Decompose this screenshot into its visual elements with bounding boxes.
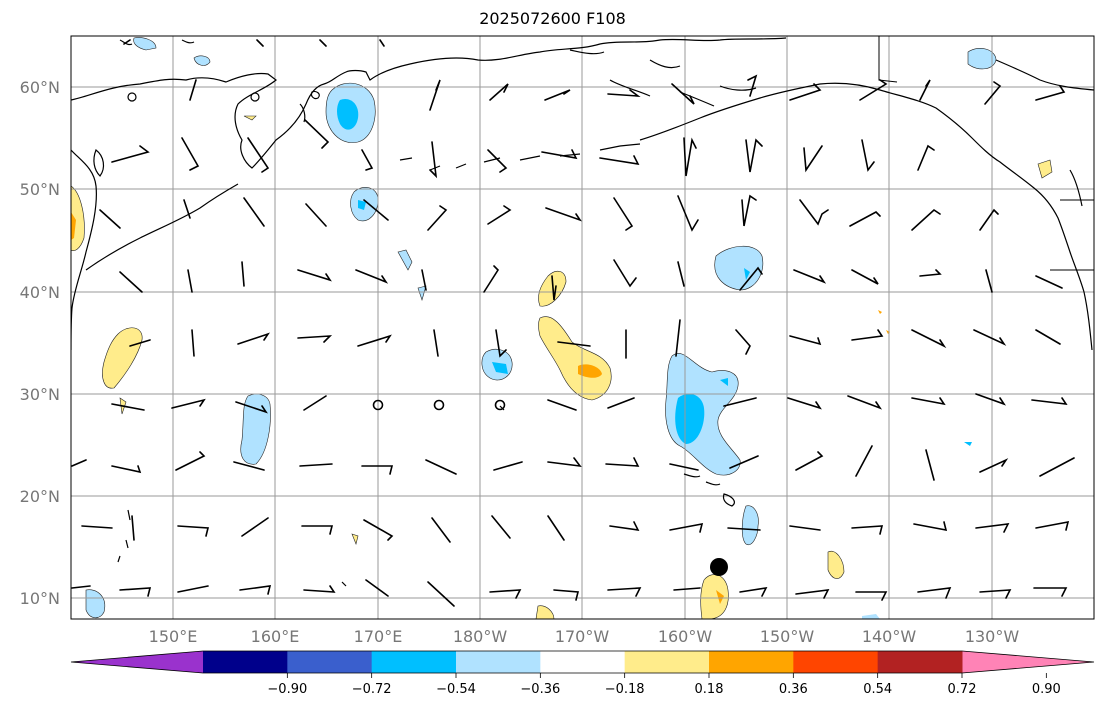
lon-label: 180°W	[453, 627, 508, 646]
lat-label: 50°N	[20, 180, 60, 199]
lon-label: 160°W	[658, 627, 713, 646]
lat-label: 40°N	[20, 283, 60, 302]
colorbar-segment	[371, 651, 457, 673]
colorbar-tick-label: −0.36	[520, 682, 560, 697]
colorbar-tick-label: −0.54	[436, 682, 476, 697]
colorbar-tick-label: −0.90	[267, 682, 307, 697]
coastlines	[71, 36, 1094, 587]
colorbar-extend-low	[71, 651, 203, 673]
colorbar-tick-label: 0.18	[695, 682, 724, 697]
colorbar-tick-label: 0.36	[779, 682, 808, 697]
map-title: 2025072600 F108	[479, 9, 626, 28]
colorbar-tick-label: 0.72	[948, 682, 977, 697]
lon-label: 170°W	[555, 627, 610, 646]
colorbar-tick-label: 0.54	[863, 682, 892, 697]
colorbar-segment	[709, 651, 794, 673]
colorbar: −0.90 −0.72 −0.54 −0.36 −0.18 0.18 0.36 0.54 0.7…	[70, 650, 1095, 697]
colorbar-segment	[624, 651, 710, 673]
colorbar-segment	[540, 651, 626, 673]
lon-label: 150°E	[149, 627, 198, 646]
lon-label: 170°E	[354, 627, 403, 646]
gridlines	[71, 36, 1094, 619]
lat-label: 20°N	[20, 487, 60, 506]
map-panel	[71, 36, 1094, 619]
colorbar-segment	[203, 651, 288, 673]
lat-label: 60°N	[20, 78, 60, 97]
longitude-labels: 150°E 160°E 170°E 180°W 170°W 160°W 150°…	[149, 627, 1020, 646]
colorbar-tick-label: −0.18	[605, 682, 645, 697]
colorbar-tick-label: 0.90	[1032, 682, 1061, 697]
lat-label: 10°N	[20, 589, 60, 608]
colorbar-outline	[70, 650, 1095, 674]
lat-label: 30°N	[20, 385, 60, 404]
colorbar-extend-high	[962, 651, 1094, 673]
storm-position-marker	[710, 558, 728, 576]
colorbar-segment	[287, 651, 373, 673]
wind-barbs	[71, 39, 1075, 607]
lon-label: 140°W	[862, 627, 917, 646]
calm-wind-circles	[372, 399, 506, 411]
lon-label: 150°W	[760, 627, 815, 646]
lon-label: 130°W	[965, 627, 1020, 646]
colorbar-tick-label: −0.72	[352, 682, 392, 697]
latitude-labels: 60°N 50°N 40°N 30°N 20°N 10°N	[20, 78, 60, 608]
lon-label: 160°E	[251, 627, 300, 646]
map-frame	[70, 35, 1095, 620]
colorbar-segment	[793, 651, 879, 673]
colorbar-segment	[456, 651, 541, 673]
colorbar-segment	[877, 651, 963, 673]
